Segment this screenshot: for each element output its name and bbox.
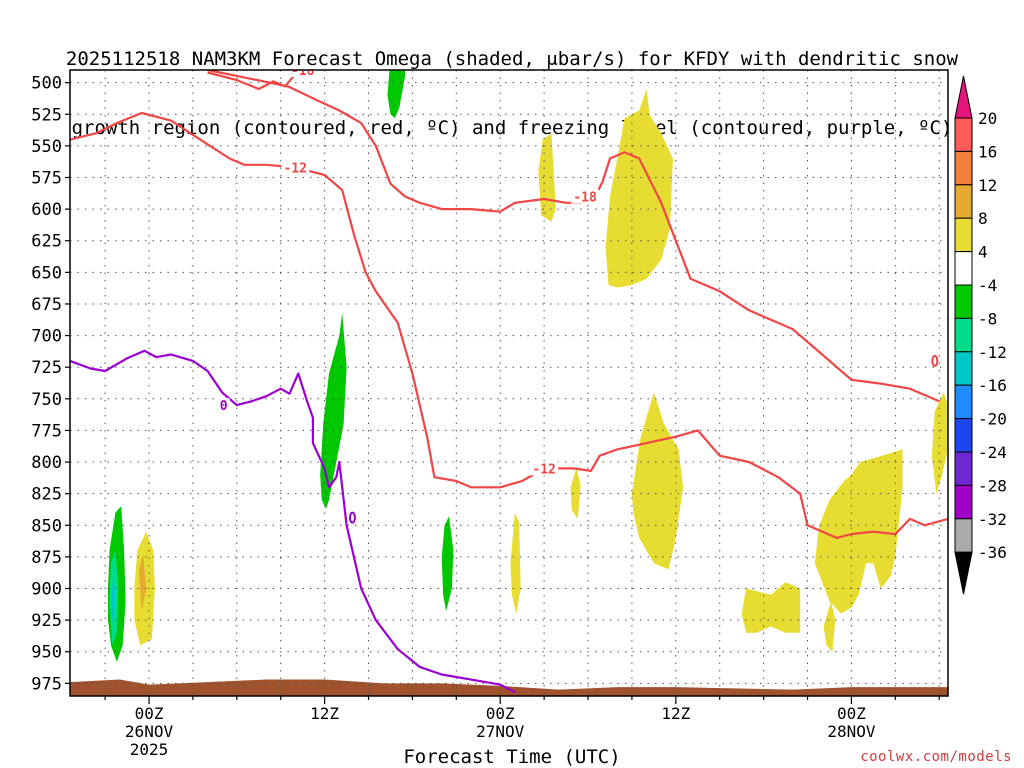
y-tick-label: 825 [31,485,62,505]
omega-upward-yellow-col2 [510,512,521,614]
colorbar-swatch [954,418,973,453]
y-tick-label: 975 [31,674,62,694]
dgz-small-loop [931,354,939,367]
y-tick-label: 550 [31,137,62,157]
colorbar-swatch [954,217,973,253]
dgz-top-left-minus18 [207,71,297,91]
colorbar-swatch [954,384,973,420]
contour-label: -12 [532,462,555,477]
colorbar-swatch [954,117,973,152]
y-tick-label: 525 [31,105,62,125]
x-axis-title: Forecast Time (UTC) [403,746,621,768]
colorbar-swatch [954,484,973,520]
y-tick-label: 675 [31,295,62,315]
contour-label: 0 [220,399,228,414]
colorbar-label: -32 [978,510,1007,529]
x-tick-label: 26NOV [125,722,174,741]
colorbar-bottom-arrow [954,551,973,595]
y-tick-label: 725 [31,358,62,378]
colorbar-label: -20 [978,410,1007,429]
colorbar-swatch [954,451,973,486]
colorbar-label: -36 [978,543,1007,562]
omega-downward-cyan-left [111,575,116,621]
x-tick-label: 28NOV [827,722,876,741]
contour-label: -18 [573,190,597,205]
y-tick-label: 900 [31,580,62,600]
colorbar-top-arrow [954,75,973,119]
omega-upward-yellow-large [605,89,673,288]
colorbar-label: -24 [978,443,1007,462]
omega-upward-yellow-col1 [538,133,556,222]
dgz-bottom-minus12 [70,111,948,540]
contour-label-bg [217,398,230,413]
y-tick-label: 625 [31,232,62,252]
colorbar-label: -16 [978,376,1007,395]
contour-label-bg [288,70,317,77]
y-tick-label: 775 [31,421,62,441]
y-tick-label: 600 [31,200,62,220]
x-tick-label: 27NOV [476,722,525,741]
omega-upward-yellow-low-right [741,582,801,633]
x-tick-label: 12Z [310,704,339,723]
y-tick-label: 575 [31,168,62,188]
colorbar-label: -8 [978,309,997,328]
omega-downward-green-col [441,516,454,612]
omega-downward-green-top [387,70,406,119]
omega-upward-yellow-low-right-2 [823,601,836,652]
freezing-level-0C [70,349,516,694]
y-tick-label: 650 [31,263,62,283]
colorbar-swatch [954,150,973,186]
colorbar-label: -4 [978,276,997,295]
y-tick-label: 500 [31,74,62,94]
omega-downward-green-mid [320,312,347,509]
omega-upward-yellow-col3 [570,468,581,519]
contour-label: -12 [284,161,307,176]
colorbar-label: -12 [978,343,1007,362]
colorbar-label: -28 [978,476,1007,495]
omega-upward-orange-left [138,554,147,612]
colorbar-swatch [954,518,973,553]
colorbar-label: 20 [978,109,997,128]
x-tick-label: 00Z [486,704,515,723]
omega-upward-yellow-right-band [814,449,903,614]
y-tick-label: 750 [31,390,62,410]
chart-title-line-1: 2025112518 NAM3KM Forecast Omega (shaded… [65,48,959,70]
plot-frame [69,69,949,697]
credit-link[interactable]: coolwx.com/models [860,749,1012,765]
freezing-level-small-loop [348,511,356,524]
y-tick-label: 950 [31,643,62,663]
colorbar-label: 8 [978,209,988,228]
contour-label-bg [571,189,600,204]
colorbar-swatch [954,184,973,219]
colorbar-label: 4 [978,243,988,262]
colorbar-swatch [954,284,973,319]
chart-title: 2025112518 NAM3KM Forecast Omega (shaded… [0,2,1024,163]
colorbar-swatch [954,317,973,353]
x-tick-label: 00Z [837,704,866,723]
contour-label: -18 [291,64,315,79]
omega-upward-yellow-far-right [931,392,948,494]
y-tick-label: 800 [31,453,62,473]
y-tick-label: 850 [31,516,62,536]
x-tick-label: 2025 [130,740,169,759]
y-tick-label: 875 [31,548,62,568]
x-tick-label: 00Z [135,704,164,723]
y-tick-label: 925 [31,611,62,631]
colorbar-swatch [954,251,973,286]
dgz-top-minus18 [207,70,940,403]
contour-label-bg [281,160,310,175]
x-tick-label: 12Z [661,704,690,723]
colorbar-label: 12 [978,176,997,195]
contour-label-bg [530,461,559,476]
y-tick-label: 700 [31,327,62,347]
ground-surface [70,679,948,696]
colorbar-label: 16 [978,142,997,161]
colorbar-swatch [954,351,973,386]
